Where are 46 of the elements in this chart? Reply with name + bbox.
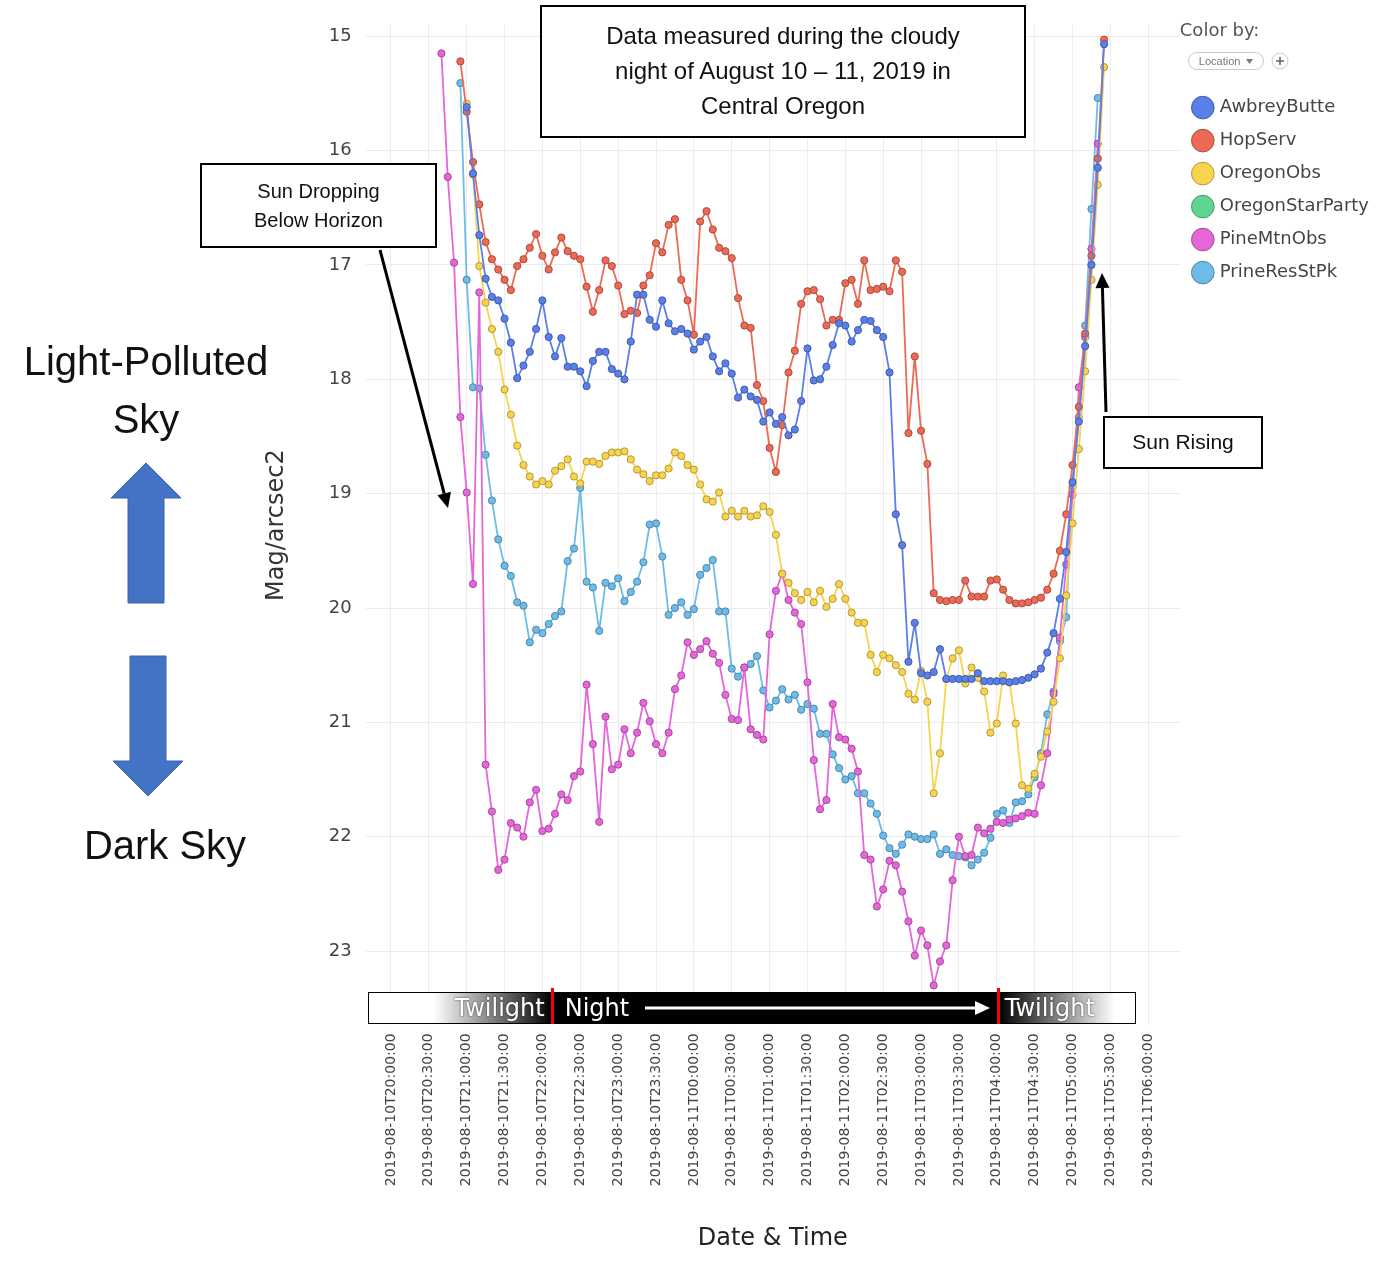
y-tick-label: 16 [328,138,352,160]
x-tick-label: 2019-08-11T01:30:00 [798,1033,815,1187]
y-tick-label: 20 [328,595,352,617]
annotation: Night [564,994,630,1023]
x-tick-label: 2019-08-10T21:00:00 [457,1033,474,1187]
legend-label: OregonStarParty [1219,194,1370,216]
text: Light-Polluted Sky [22,338,270,443]
callout-box: Sun Dropping Below Horizon [200,163,437,248]
x-tick-label: 2019-08-11T04:30:00 [1025,1033,1042,1187]
x-tick-label: 2019-08-11T03:00:00 [911,1033,928,1187]
legend-label: HopServ [1219,128,1297,150]
legend-label: PineMtnObs [1219,227,1327,249]
x-tick-label: 2019-08-10T23:00:00 [608,1033,625,1187]
x-tick-label: 2019-08-10T22:30:00 [570,1033,587,1187]
y-tick-label: 15 [328,23,352,45]
x-tick-label: 2019-08-10T20:00:00 [381,1033,398,1187]
x-tick-label: 2019-08-11T05:00:00 [1063,1033,1080,1187]
x-tick-label: 2019-08-11T06:00:00 [1138,1033,1155,1187]
x-tick-label: 2019-08-10T23:30:00 [646,1033,663,1187]
x-tick-label: 2019-08-11T00:30:00 [722,1033,739,1187]
x-tick-label: 2019-08-11T04:00:00 [987,1033,1004,1187]
x-axis-title: Date & Time [697,1222,848,1251]
x-tick-label: 2019-08-11T02:00:00 [835,1033,852,1187]
y-axis-title: Mag/arcsec2 [260,449,289,601]
text: Location [1198,55,1241,67]
callout-box: Data measured during the cloudy night of August 10 – 11, 2019 in Central Oregon [540,5,1026,138]
y-tick-label: 22 [328,824,352,846]
x-tick-label: 2019-08-11T05:30:00 [1101,1033,1118,1187]
x-tick-label: 2019-08-11T01:00:00 [760,1033,777,1187]
x-tick-label: 2019-08-11T03:30:00 [949,1033,966,1187]
x-tick-label: 2019-08-10T21:30:00 [495,1033,512,1187]
legend-label: PrineResStPk [1219,260,1338,282]
x-tick-label: 2019-08-10T20:30:00 [419,1033,436,1187]
x-tick-label: 2019-08-10T22:00:00 [533,1033,550,1187]
text: Dark Sky [82,822,248,869]
legend-label: AwbreyButte [1219,95,1336,117]
legend-title: Color by: [1179,18,1260,40]
callout-box: Sun Rising [1103,416,1263,469]
y-tick-label: 19 [328,481,352,503]
y-tick-label: 21 [328,710,352,732]
y-tick-label: 18 [328,366,352,388]
x-tick-label: 2019-08-11T02:30:00 [873,1033,890,1187]
y-tick-label: 17 [328,252,352,274]
x-tick-label: 2019-08-11T00:00:00 [684,1033,701,1187]
y-tick-label: 23 [328,938,352,960]
legend-label: OregonObs [1219,161,1321,183]
